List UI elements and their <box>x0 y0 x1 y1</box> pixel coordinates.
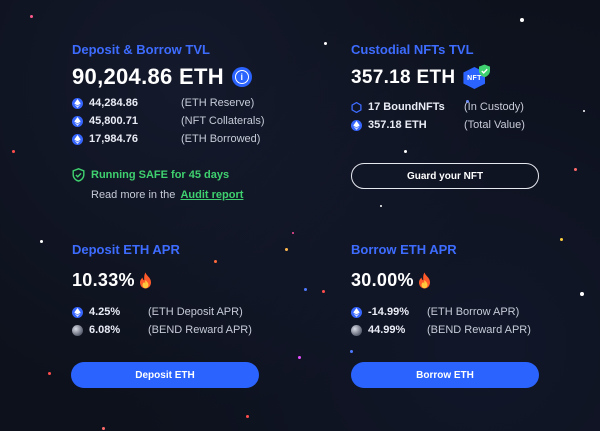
audit-report-link[interactable]: Audit report <box>180 189 244 201</box>
list-item: 17,984.76 (ETH Borrowed) <box>72 130 312 148</box>
guard-your-nft-button[interactable]: Guard your NFT <box>351 163 539 189</box>
eth-deposit-apr-label: (ETH Deposit APR) <box>148 306 243 318</box>
in-custody-label: (In Custody) <box>464 101 524 113</box>
eth-icon <box>351 119 362 131</box>
deposit-apr-value-row: 10.33% <box>72 270 312 291</box>
nft-badge-text: NFT <box>467 74 482 82</box>
deposit-borrow-tvl-title: Deposit & Borrow TVL <box>72 42 210 57</box>
list-item: 4.25% (ETH Deposit APR) <box>72 303 312 321</box>
deposit-eth-button[interactable]: Deposit ETH <box>71 362 259 388</box>
deposit-borrow-tvl-value: 90,204.86 ETH <box>72 64 224 89</box>
eth-icon <box>72 133 83 145</box>
bend-reward-apr-value: 6.08% <box>89 324 121 336</box>
eth-borrowed-label: (ETH Borrowed) <box>181 133 261 145</box>
list-item: 6.08% (BEND Reward APR) <box>72 321 312 339</box>
list-item: 44,284.86 (ETH Reserve) <box>72 94 312 112</box>
audit-line: Read more in the Audit report <box>91 189 312 201</box>
bend-reward-apr-label: (BEND Reward APR) <box>148 324 252 336</box>
bound-nft-icon <box>351 101 362 113</box>
read-more-text: Read more in the <box>91 189 176 201</box>
nft-shield-icon: NFT <box>463 64 491 89</box>
borrow-apr-panel: Borrow ETH APR 30.00% -14.99% (ETH Borro… <box>351 242 571 339</box>
shield-check-icon <box>72 168 85 182</box>
list-item: 45,800.71 (NFT Collaterals) <box>72 112 312 130</box>
borrow-eth-button[interactable]: Borrow ETH <box>351 362 539 388</box>
eth-icon <box>72 97 83 109</box>
nft-collaterals-value: 45,800.71 <box>89 115 138 127</box>
list-item: 44.99% (BEND Reward APR) <box>351 321 571 339</box>
fire-icon <box>418 272 431 289</box>
eth-borrow-apr-value: -14.99% <box>368 306 409 318</box>
borrow-apr-value: 30.00% <box>351 270 414 290</box>
borrow-apr-value-row: 30.00% <box>351 270 571 291</box>
deposit-apr-title: Deposit ETH APR <box>72 242 180 257</box>
custodial-nfts-tvl-title: Custodial NFTs TVL <box>351 42 474 57</box>
eth-borrowed-value: 17,984.76 <box>89 133 138 145</box>
bound-nfts-value: 17 BoundNFTs <box>368 101 445 113</box>
list-item: -14.99% (ETH Borrow APR) <box>351 303 571 321</box>
fire-icon <box>139 272 152 289</box>
eth-icon <box>351 306 362 318</box>
safe-status: Running SAFE for 45 days <box>72 168 312 182</box>
deposit-borrow-tvl-value-row: 90,204.86 ETH i <box>72 64 312 90</box>
nft-collaterals-label: (NFT Collaterals) <box>181 115 265 127</box>
deposit-apr-panel: Deposit ETH APR 10.33% 4.25% (ETH Deposi… <box>72 242 312 339</box>
total-value-value: 357.18 ETH <box>368 119 427 131</box>
custodial-nfts-value-row: 357.18 ETH NFT <box>351 64 561 89</box>
eth-borrow-apr-label: (ETH Borrow APR) <box>427 306 520 318</box>
eth-reserve-value: 44,284.86 <box>89 97 138 109</box>
bend-reward-apr-value: 44.99% <box>368 324 406 336</box>
list-item: 17 BoundNFTs (In Custody) <box>351 98 561 116</box>
custodial-nfts-tvl-panel: Custodial NFTs TVL 357.18 ETH NFT 17 Bou… <box>351 42 561 134</box>
safe-status-text: Running SAFE for 45 days <box>91 169 230 181</box>
bend-token-icon <box>72 324 83 336</box>
eth-icon <box>72 115 83 127</box>
eth-reserve-label: (ETH Reserve) <box>181 97 255 109</box>
bend-token-icon <box>351 324 362 336</box>
borrow-apr-title: Borrow ETH APR <box>351 242 457 257</box>
list-item: 357.18 ETH (Total Value) <box>351 116 561 134</box>
eth-deposit-apr-value: 4.25% <box>89 306 121 318</box>
deposit-borrow-tvl-panel: Deposit & Borrow TVL 90,204.86 ETH i 44,… <box>72 42 312 201</box>
total-value-label: (Total Value) <box>464 119 525 131</box>
deposit-apr-value: 10.33% <box>72 270 135 290</box>
eth-icon <box>72 306 83 318</box>
info-icon[interactable]: i <box>231 67 252 87</box>
bend-reward-apr-label: (BEND Reward APR) <box>427 324 531 336</box>
custodial-nfts-value: 357.18 ETH <box>351 67 456 88</box>
